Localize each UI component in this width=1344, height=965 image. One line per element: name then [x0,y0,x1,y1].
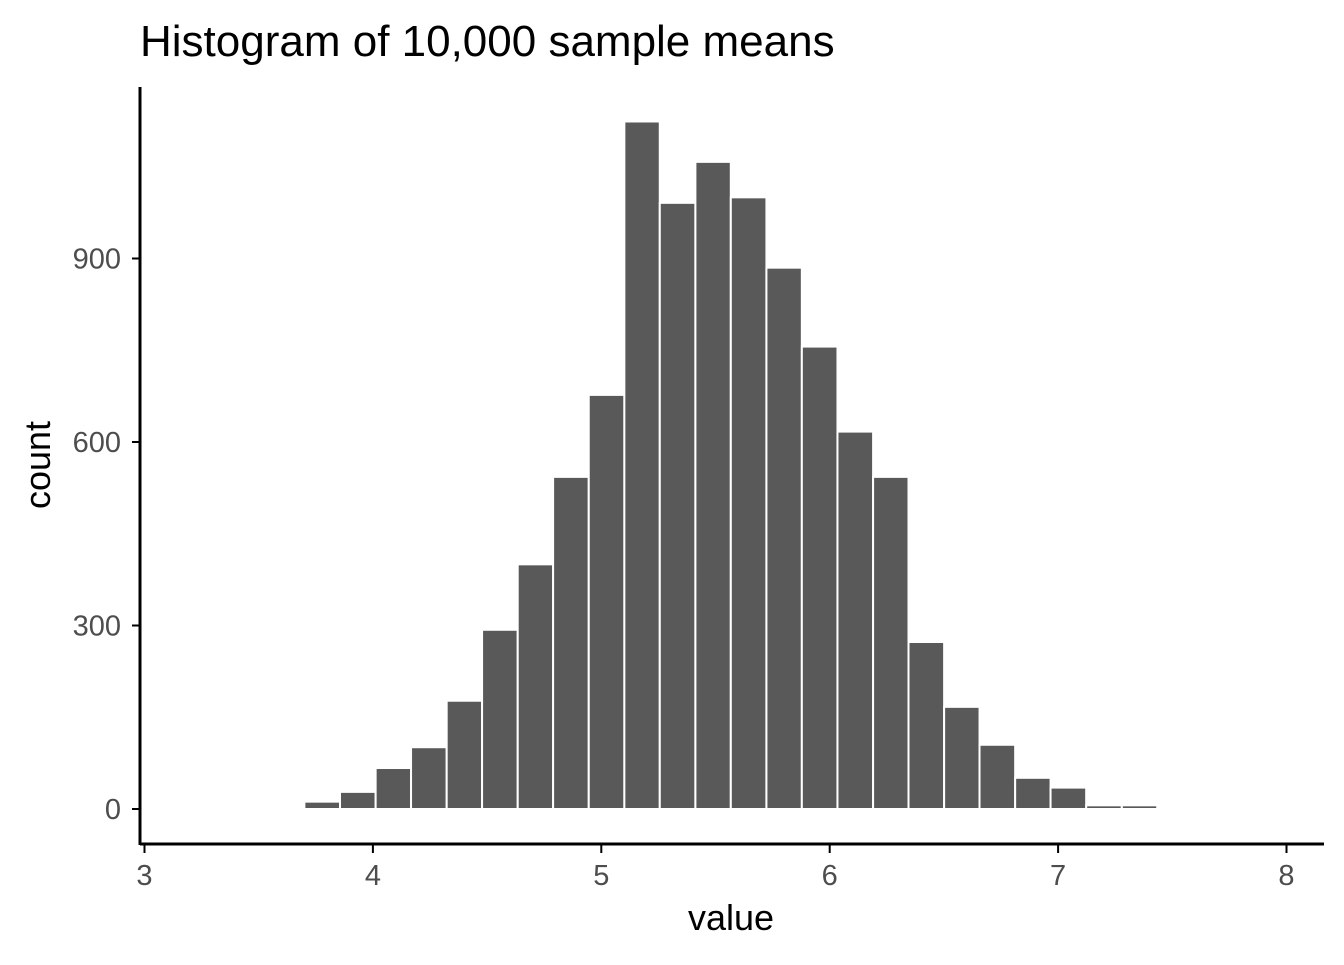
histogram-bar-19 [907,641,946,811]
histogram-bar-14 [729,196,768,810]
x-tick-label-3: 3 [136,860,152,892]
x-tick-label-6: 6 [822,860,838,892]
histogram-bar-4 [374,767,413,811]
histogram-bar-5 [410,746,448,810]
histogram-bar-2 [303,800,342,810]
histogram-bar-11 [623,120,661,811]
histogram-bar-3 [339,790,377,810]
histogram-bar-6 [445,699,484,810]
histogram-bar-17 [836,430,875,810]
x-tick-label-4: 4 [365,860,381,892]
histogram-bar-21 [978,743,1017,811]
histogram-bar-24 [1085,804,1123,811]
histogram-bar-13 [694,160,732,811]
y-tick-label-600: 600 [73,427,121,459]
histogram-bar-12 [658,201,697,810]
histogram-bar-15 [765,266,803,811]
x-axis-label: value [688,897,774,938]
x-tick-label-8: 8 [1278,860,1294,892]
chart-title: Histogram of 10,000 sample means [140,17,835,66]
histogram-bar-10 [587,393,626,810]
histogram-bar-8 [516,563,555,811]
histogram-bar-9 [552,475,590,810]
y-axis-label: count [17,421,58,509]
histogram-bar-1 [267,806,306,811]
histogram-bar-7 [481,628,519,811]
y-tick-label-300: 300 [73,611,121,643]
histogram-bar-20 [943,705,981,810]
bars-layer [267,120,1159,811]
x-axis-ticks: 3 4 5 6 7 8 [136,845,1295,892]
y-tick-label-900: 900 [73,244,121,276]
x-tick-label-7: 7 [1050,860,1066,892]
x-tick-label-5: 5 [593,860,609,892]
histogram-bar-23 [1049,786,1088,811]
histogram-bar-16 [800,345,839,810]
histogram-bar-25 [1120,804,1159,811]
y-tick-label-0: 0 [105,794,121,826]
y-axis-ticks: 0 300 600 900 [73,244,140,826]
histogram-bar-22 [1014,776,1052,810]
histogram-bar-18 [872,475,910,810]
